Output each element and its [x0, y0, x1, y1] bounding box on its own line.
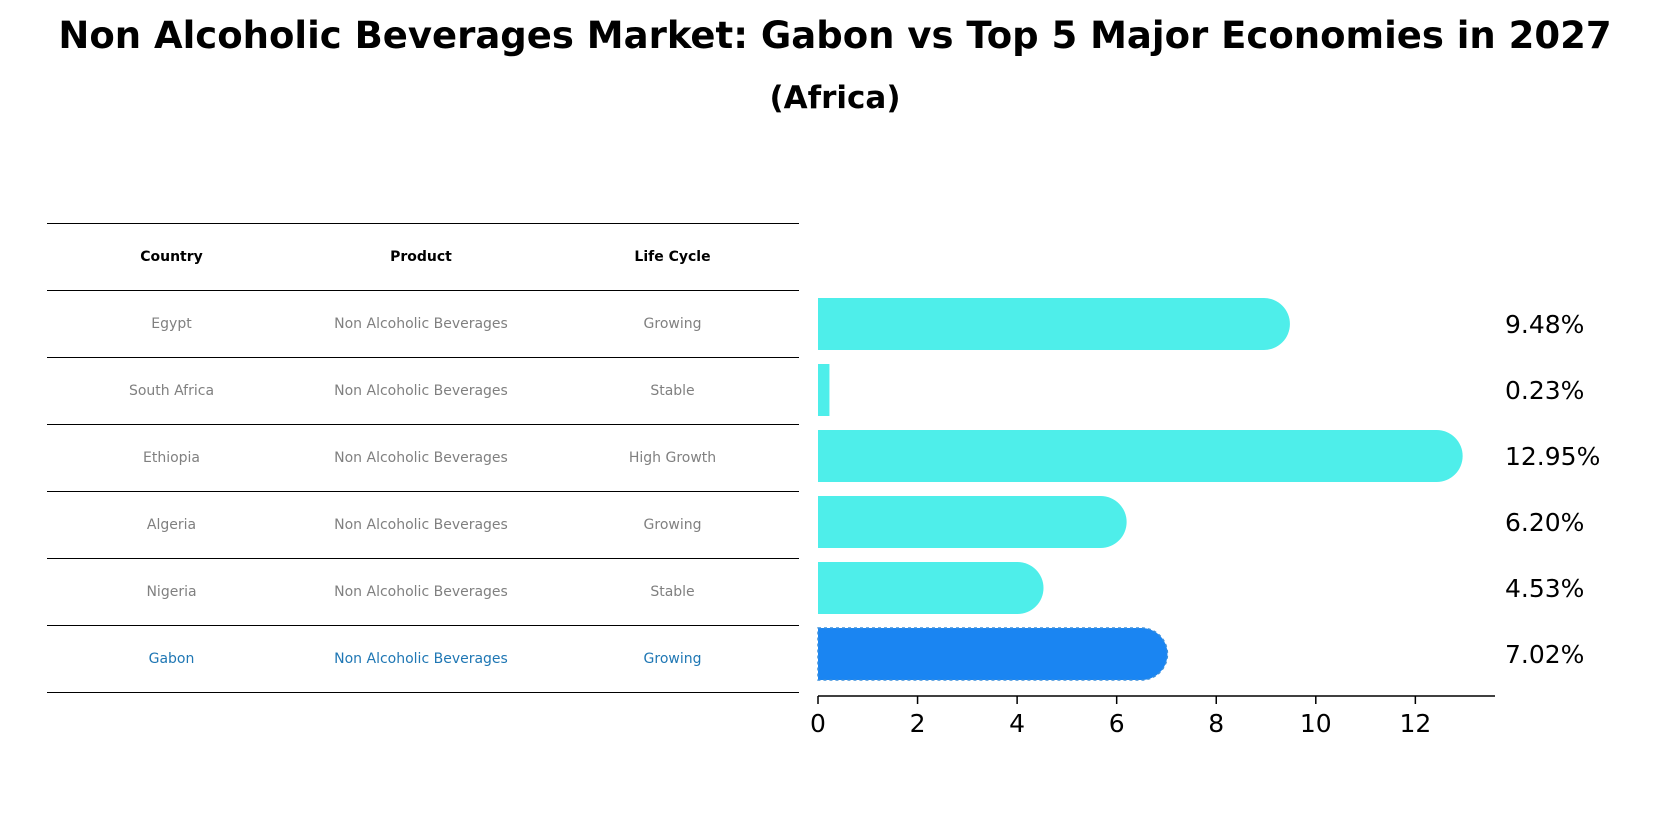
table-cell: Non Alcoholic Beverages [334, 383, 508, 399]
table-cell: Algeria [146, 517, 197, 533]
chart-title: Non Alcoholic Beverages Market: Gabon vs… [58, 14, 1612, 57]
table-header-row: Country Product Life Cycle [47, 223, 799, 290]
table-cell: Stable [650, 584, 695, 600]
table-cell: South Africa [128, 383, 215, 399]
table-row: South Africa Non Alcoholic Beverages Stabl… [47, 357, 799, 424]
table-cell: Growing [643, 316, 702, 332]
table-header-cell: Country [140, 249, 203, 265]
x-tick-label: 10 [1300, 709, 1332, 738]
table-cell: Gabon [148, 651, 195, 667]
table-row: Gabon Non Alcoholic Beverages Growing [47, 625, 799, 693]
bar [818, 562, 1044, 614]
table-cell: High Growth [628, 450, 717, 466]
table-header-cell: Life Cycle [634, 249, 711, 265]
data-label: 9.48% [1505, 310, 1584, 339]
bar [818, 496, 1127, 548]
highlight-bar-outline [817, 627, 1169, 681]
data-label: 6.20% [1505, 508, 1584, 537]
data-label: 7.02% [1505, 640, 1584, 669]
data-table: Country Product Life Cycle Egypt Non Alcohol… [47, 223, 799, 693]
bar [818, 364, 830, 416]
x-tick-label: 0 [810, 709, 826, 738]
x-tick-label: 6 [1109, 709, 1125, 738]
bar [818, 628, 1168, 680]
x-tick-label: 8 [1208, 709, 1224, 738]
table-cell: Non Alcoholic Beverages [334, 584, 508, 600]
bar [818, 298, 1290, 350]
data-label: 4.53% [1505, 574, 1584, 603]
x-tick-label: 4 [1009, 709, 1025, 738]
table-cell: Non Alcoholic Beverages [334, 517, 508, 533]
x-tick-label: 2 [910, 709, 926, 738]
chart-subtitle: (Africa) [769, 80, 901, 116]
table-cell: Nigeria [146, 584, 197, 600]
table-cell: Growing [643, 517, 702, 533]
table-cell: Stable [650, 383, 695, 399]
table-cell: Ethiopia [142, 450, 201, 466]
table-cell: Non Alcoholic Beverages [334, 450, 508, 466]
table-cell: Egypt [151, 316, 192, 332]
table-row: Ethiopia Non Alcoholic Beverages High Grow… [47, 424, 799, 491]
x-tick-label: 12 [1399, 709, 1431, 738]
table-header-cell: Product [390, 249, 452, 265]
table-cell: Non Alcoholic Beverages [334, 316, 508, 332]
table-row: Nigeria Non Alcoholic Beverages Stable [47, 558, 799, 625]
bar [818, 430, 1463, 482]
data-label: 12.95% [1505, 442, 1600, 471]
table-row: Egypt Non Alcoholic Beverages Growing [47, 290, 799, 357]
table-row: Algeria Non Alcoholic Beverages Growing [47, 491, 799, 558]
data-label: 0.23% [1505, 376, 1584, 405]
table-cell: Growing [643, 651, 702, 667]
table-cell: Non Alcoholic Beverages [334, 651, 508, 667]
